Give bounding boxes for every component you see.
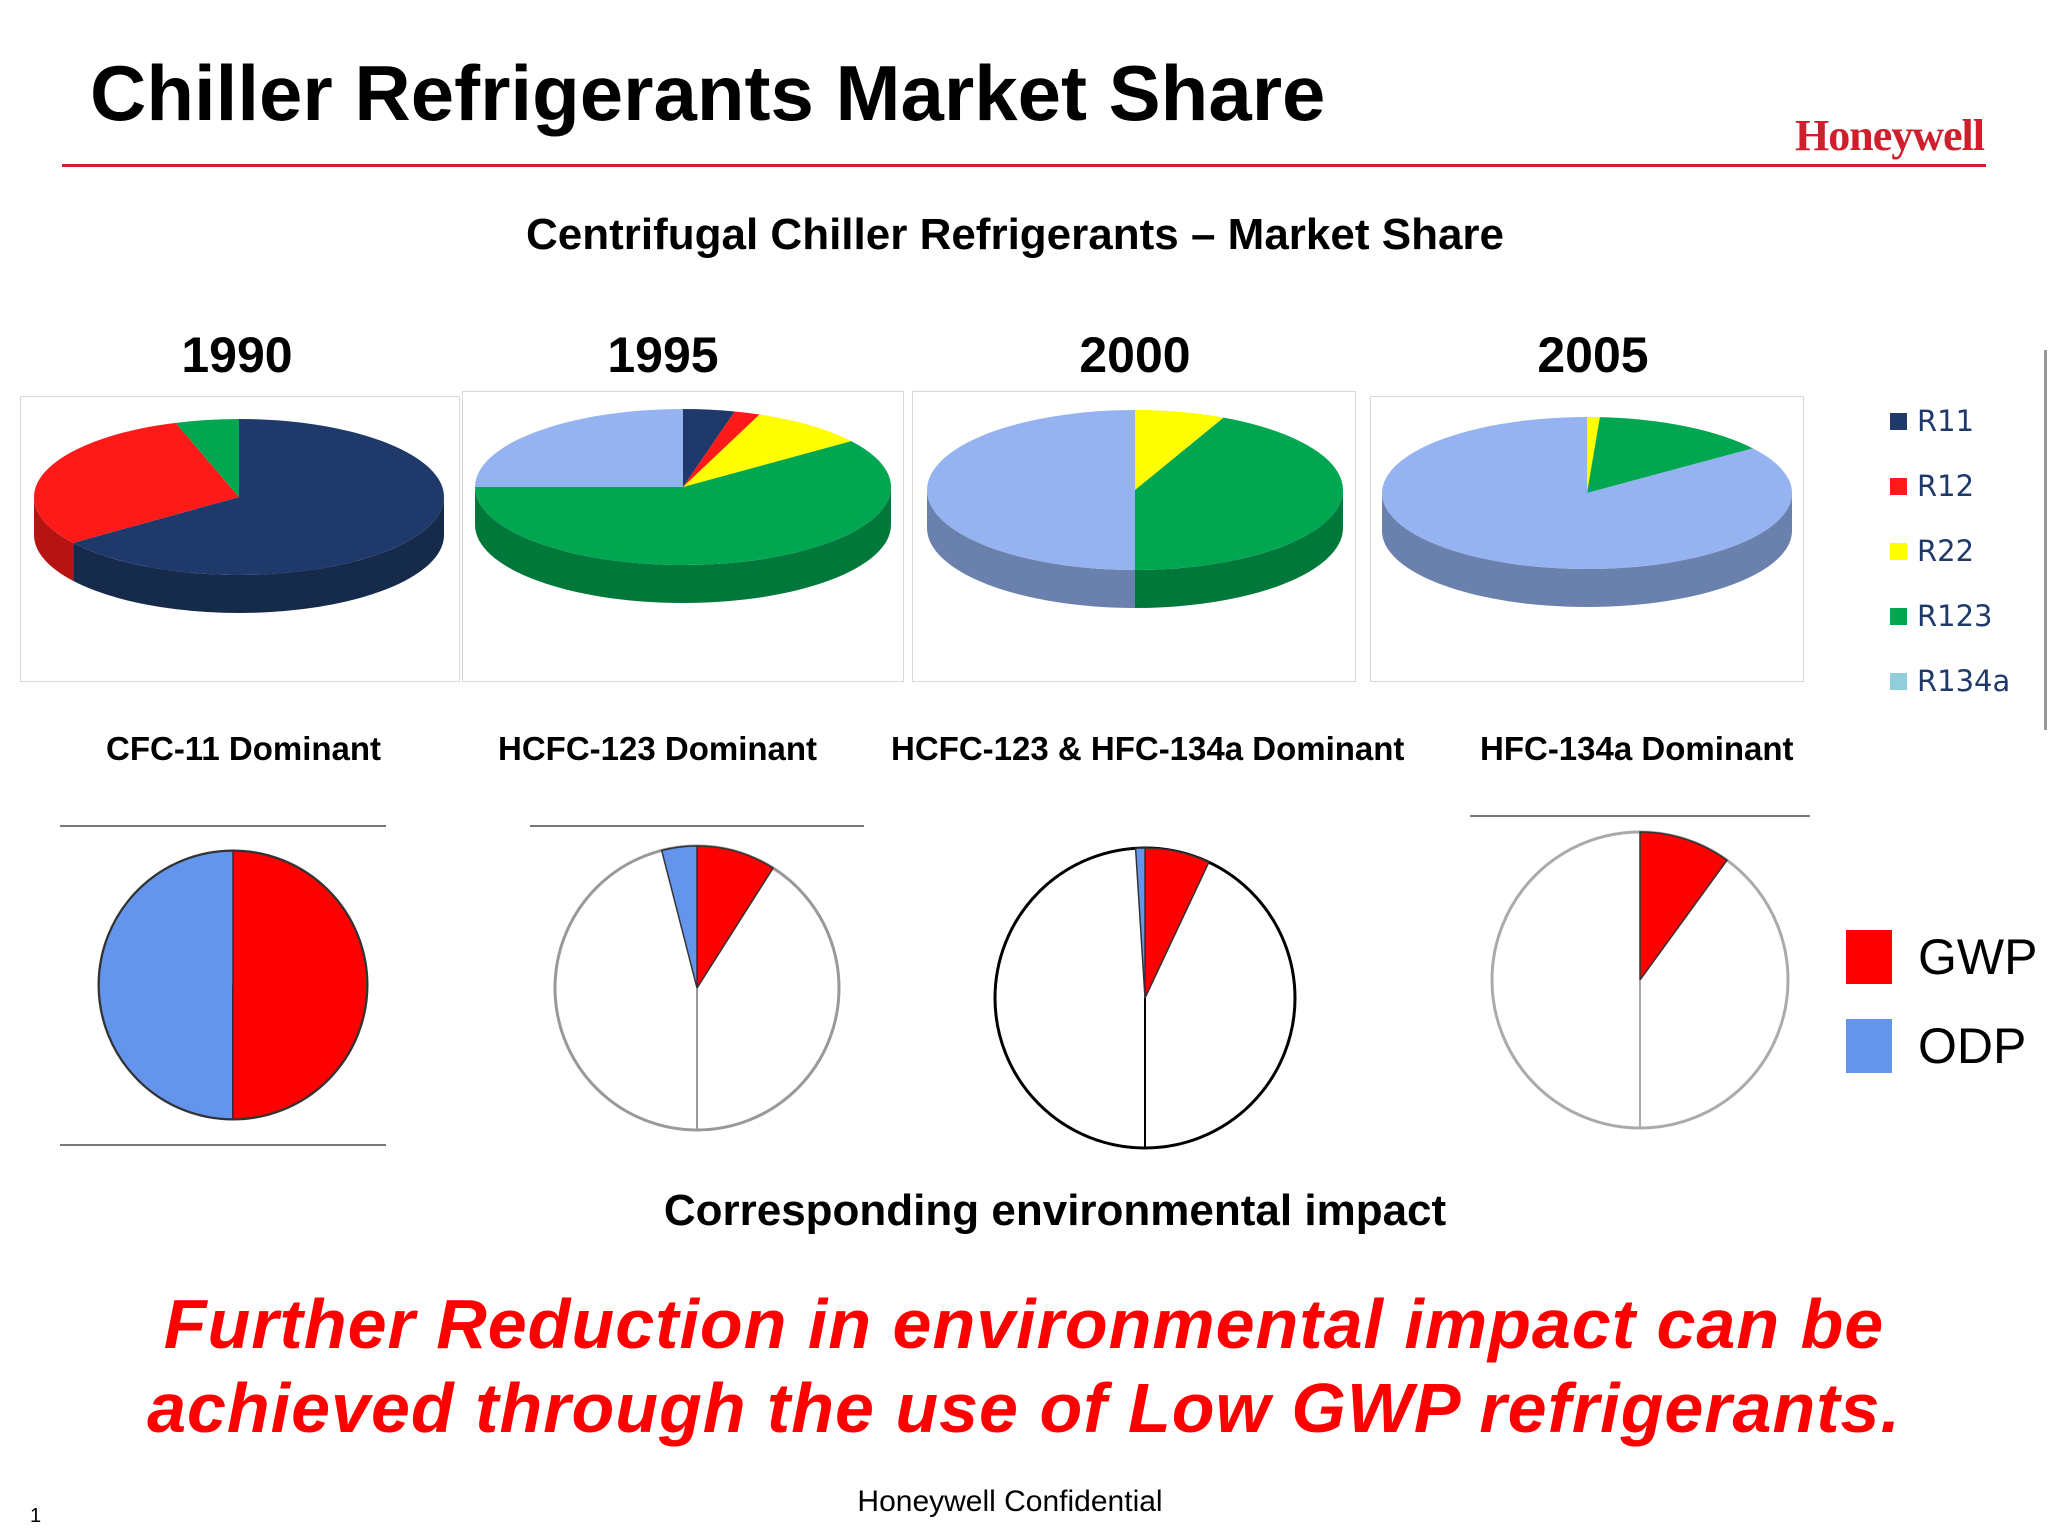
scrollbar-edge [2044,350,2047,730]
pie-slice-r22 [1135,410,1224,490]
year-1995: 1995 [607,327,719,383]
pie-2000-svg [927,410,1343,608]
gwp-slice [232,850,368,1120]
pie-side-r134a [1382,493,1792,607]
odp-slice [660,845,698,989]
legend-swatch-r134a [1890,672,1907,690]
impact-1990-top-rule [60,825,386,827]
pie-slice-r22 [1587,417,1600,493]
impact-legend-gwp: GWP [1846,928,2037,986]
odp-slice [1134,847,1146,999]
legend-label-r22: R22 [1917,534,1975,568]
pie-slice-r22 [683,414,852,487]
pie-chart-1995 [462,391,904,682]
impact-label-gwp: GWP [1918,929,2038,985]
footer-confidential: Honeywell Confidential [857,1485,1163,1518]
impact-1990-bottom-rule [60,1144,386,1146]
page-number: 1 [30,1505,42,1527]
impact-swatch-odp [1846,1019,1892,1073]
pie-slice-r11 [683,409,735,487]
impact-label-odp: ODP [1918,1018,2027,1074]
caption-2005: HFC-134a Dominant [1480,730,1794,767]
legend-item-r134a: R134a [1890,664,2010,698]
slide-title: Chiller Refrigerants Market Share [90,49,1326,137]
legend-label-r11: R11 [1917,404,1975,438]
impact-legend-odp: ODP [1846,1017,2026,1075]
year-1990: 1990 [181,327,293,383]
legend-item-r123: R123 [1890,599,1993,633]
pie-chart-1990 [20,396,460,682]
pie-slice-r134a [475,409,683,487]
pie-side-r123 [1135,490,1343,608]
legend-label-r123: R123 [1917,599,1993,633]
pie-2005-svg [1382,417,1792,607]
caption-1990: CFC-11 Dominant [106,730,382,767]
pie-slice-r123 [1135,417,1343,570]
pie-slice-r123 [475,441,891,565]
year-2000: 2000 [1079,327,1191,383]
impact-pie-2005 [1490,830,1790,1130]
pie-slice-r123 [175,419,239,497]
pie-chart-2005 [1370,396,1804,682]
impact-pie-2000 [993,846,1297,1150]
legend-label-r134a: R134a [1917,664,2011,698]
legend-item-r12: R12 [1890,469,1974,503]
pie-chart-2000 [912,391,1356,682]
impact-pie-1990 [97,849,369,1121]
impact-2005-top-rule [1470,815,1810,817]
pie-1990-svg [34,419,444,613]
impact-pie-1995 [553,844,841,1132]
pie-slice-r134a [1382,417,1792,569]
year-2005: 2005 [1537,327,1649,383]
odp-slice [98,850,234,1120]
gwp-slice [1639,831,1729,983]
gwp-slice [696,845,775,991]
key-message: Further Reduction in environmental impac… [147,1285,1901,1447]
pie-side-r11 [73,497,444,613]
legend-swatch-r11 [1890,412,1907,430]
pie-slice-r12 [683,411,760,487]
legend-item-r11: R11 [1890,404,1974,438]
pie-slice-r123 [1587,417,1753,493]
title-rule [62,164,1986,167]
legend-item-r22: R22 [1890,534,1974,568]
pie-slice-r12 [34,422,239,543]
impact-caption: Corresponding environmental impact [663,1186,1447,1235]
caption-1995: HCFC-123 Dominant [498,730,818,767]
pie-side-r123 [475,487,891,603]
impact-1995-top-rule [530,825,864,827]
honeywell-logo: Honeywell [1795,111,1985,160]
impact-swatch-gwp [1846,930,1892,984]
pie-slice-r11 [73,419,444,575]
pie-side-r12 [34,497,74,581]
chart-group-title: Centrifugal Chiller Refrigerants – Marke… [525,210,1505,259]
legend-swatch-r123 [1890,607,1907,625]
legend-swatch-r22 [1890,542,1907,560]
pie-slice-r134a [927,410,1135,570]
legend-label-r12: R12 [1917,469,1975,503]
pie-1995-svg [475,409,891,603]
pie-side-r134a [927,490,1135,608]
legend-swatch-r12 [1890,477,1907,495]
caption-2000: HCFC-123 & HFC-134a Dominant [891,730,1405,767]
